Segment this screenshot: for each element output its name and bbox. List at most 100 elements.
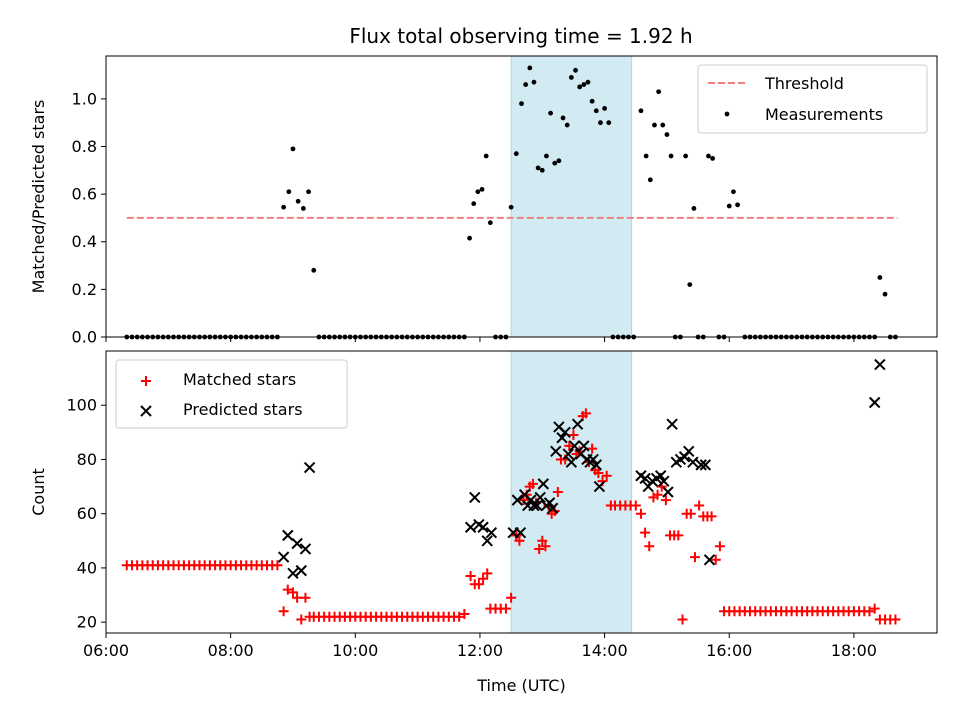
measurement-point bbox=[706, 153, 711, 159]
matched-point bbox=[706, 511, 717, 522]
predicted-point bbox=[528, 499, 540, 512]
predicted-point bbox=[687, 456, 699, 468]
measurement-point bbox=[535, 165, 541, 171]
y-axis-label: Count bbox=[29, 468, 48, 516]
predicted-point bbox=[556, 432, 568, 444]
matched-point bbox=[564, 440, 575, 451]
matched-point bbox=[689, 552, 700, 563]
measurement-point bbox=[581, 82, 587, 87]
matched-point bbox=[640, 527, 651, 538]
predicted-point bbox=[699, 459, 712, 471]
matched-point bbox=[296, 614, 307, 625]
predicted-point bbox=[683, 445, 695, 458]
highlight-span bbox=[510, 350, 633, 634]
matched-point bbox=[694, 500, 705, 511]
matched-point bbox=[454, 611, 465, 622]
predicted-point bbox=[695, 459, 707, 471]
measurement-point bbox=[598, 120, 603, 126]
measurement-point bbox=[683, 153, 689, 159]
predicted-point bbox=[477, 521, 489, 533]
predicted-point bbox=[639, 472, 651, 485]
predicted-point bbox=[868, 396, 881, 409]
measurement-point bbox=[523, 82, 529, 87]
measurement-point bbox=[471, 201, 477, 207]
measurement-point bbox=[560, 115, 566, 121]
y-tick-label: 0.4 bbox=[72, 232, 97, 251]
measurement-point bbox=[552, 160, 558, 166]
legend-threshold-label: Threshold bbox=[764, 74, 844, 93]
predicted-point bbox=[303, 461, 316, 474]
predicted-point bbox=[874, 358, 886, 371]
predicted-point bbox=[481, 535, 493, 547]
y-tick-label: 100 bbox=[66, 396, 97, 415]
predicted-point bbox=[562, 448, 574, 460]
x-tick-label: 10:00 bbox=[332, 641, 378, 660]
measurement-point bbox=[710, 155, 716, 161]
matched-point bbox=[644, 541, 655, 552]
predicted-point bbox=[703, 554, 716, 566]
measurement-point bbox=[290, 146, 296, 152]
predicted-point bbox=[511, 494, 524, 506]
predicted-point bbox=[590, 459, 602, 471]
measurement-point bbox=[882, 291, 888, 297]
matched-point bbox=[652, 489, 663, 500]
matched-point bbox=[540, 541, 551, 552]
predicted-point bbox=[546, 502, 559, 514]
y-axis-label: Matched/Predicted stars bbox=[29, 100, 48, 294]
matched-point bbox=[534, 543, 545, 554]
predicted-point bbox=[531, 499, 543, 512]
measurement-point bbox=[300, 206, 306, 211]
matched-point bbox=[568, 430, 579, 441]
matched-point bbox=[478, 573, 489, 584]
predicted-point bbox=[534, 491, 546, 504]
predicted-point bbox=[299, 543, 312, 555]
measurement-point bbox=[877, 275, 883, 280]
measurement-point bbox=[668, 153, 674, 159]
matched-point bbox=[601, 470, 612, 481]
matched-point bbox=[710, 554, 721, 565]
predicted-point bbox=[514, 526, 527, 539]
x-tick-label: 12:00 bbox=[457, 641, 503, 660]
legend-box bbox=[115, 359, 348, 429]
predicted-point bbox=[543, 497, 556, 509]
matched-point bbox=[482, 568, 493, 579]
matched-point bbox=[527, 478, 538, 489]
y-tick-label: 0.8 bbox=[72, 137, 97, 156]
legend: Matched stars Predicted stars bbox=[115, 359, 348, 429]
matched-point bbox=[506, 592, 517, 603]
y-tick-label: 60 bbox=[77, 504, 97, 523]
legend-predicted-label: Predicted stars bbox=[183, 400, 303, 419]
measurement-point bbox=[548, 110, 553, 116]
matched-point bbox=[514, 535, 525, 546]
measurement-point bbox=[513, 151, 519, 157]
x-tick-label: 14:00 bbox=[582, 641, 628, 660]
measurement-point bbox=[467, 235, 472, 241]
predicted-point bbox=[587, 453, 599, 466]
matched-point bbox=[537, 535, 548, 546]
x-tick-label: 08:00 bbox=[208, 641, 254, 660]
matched-point bbox=[714, 541, 725, 552]
measurement-point bbox=[531, 79, 537, 85]
matched-point bbox=[465, 571, 476, 582]
matched-point bbox=[500, 603, 511, 614]
matched-point bbox=[869, 603, 880, 614]
axes-frame bbox=[105, 55, 938, 338]
measurements-panel: 0.0 0.2 0.4 0.6 0.8 1.0 Matched/Predicted star… bbox=[29, 55, 938, 347]
measurement-point bbox=[589, 98, 595, 104]
measurement-point bbox=[691, 206, 697, 211]
x-tick-label: 06:00 bbox=[83, 641, 129, 660]
legend-measurements-swatch bbox=[724, 111, 730, 117]
measurement-point bbox=[556, 158, 562, 164]
measurement-point bbox=[286, 189, 292, 195]
measurement-point bbox=[687, 282, 693, 288]
predicted-point bbox=[565, 456, 578, 468]
measurement-point bbox=[568, 75, 574, 80]
predicted-point bbox=[469, 491, 481, 504]
y-tick-label: 20 bbox=[77, 613, 97, 632]
x-tick-label: 16:00 bbox=[706, 641, 752, 660]
predicted-point bbox=[295, 564, 307, 577]
y-tick-label: 80 bbox=[77, 450, 97, 469]
predicted-point bbox=[593, 480, 606, 493]
measurement-point bbox=[638, 108, 644, 114]
